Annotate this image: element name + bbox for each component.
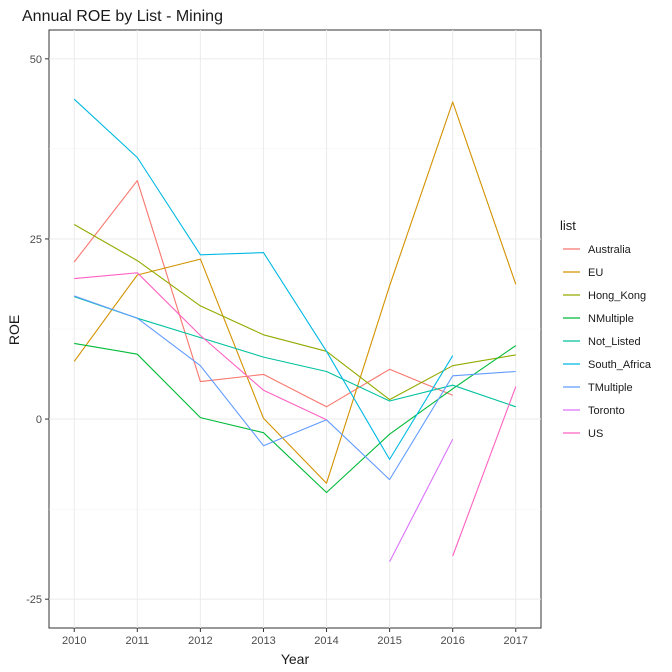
x-tick-label: 2014 — [314, 635, 338, 647]
legend-label-south-africa: South_Africa — [588, 359, 652, 371]
legend-label-tmultiple: TMultiple — [588, 382, 633, 394]
y-axis-title: ROE — [6, 315, 22, 345]
series-line-australia — [73, 180, 453, 408]
series-line-south-africa — [73, 98, 454, 460]
legend-label-australia: Australia — [588, 244, 632, 256]
legend-label-nmultiple: NMultiple — [588, 313, 634, 325]
legend-title: list — [560, 218, 576, 233]
y-tick-label: -25 — [26, 594, 42, 606]
series-line-hong-kong — [73, 224, 516, 401]
y-tick-label: 25 — [30, 234, 42, 246]
series-line-not-listed — [74, 296, 516, 408]
x-tick-label: 2017 — [504, 635, 528, 647]
x-tick-label: 2015 — [377, 635, 401, 647]
series-line-nmultiple — [74, 342, 517, 494]
grid-lines — [49, 30, 541, 628]
y-tick-label: 0 — [36, 414, 42, 426]
y-axis: -25 0 25 50 — [26, 54, 49, 606]
x-axis: 2010 2011 2012 2013 2014 2015 2016 2017 — [62, 628, 528, 647]
series-line-us — [74, 272, 517, 557]
series-line-tmultiple — [74, 295, 516, 481]
legend-label-toronto: Toronto — [588, 405, 625, 417]
series-lines — [73, 98, 517, 562]
chart-title: Annual ROE by List - Mining — [22, 8, 223, 25]
legend-label-eu: EU — [588, 267, 603, 279]
legend-label-hong-kong: Hong_Kong — [588, 290, 646, 302]
x-tick-label: 2013 — [251, 635, 275, 647]
x-tick-label: 2010 — [62, 635, 86, 647]
y-tick-label: 50 — [30, 54, 42, 66]
x-tick-label: 2012 — [188, 635, 212, 647]
x-tick-label: 2011 — [125, 635, 149, 647]
series-line-eu — [73, 101, 517, 484]
x-axis-title: Year — [281, 651, 310, 667]
legend-label-us: US — [588, 428, 603, 440]
legend-label-not-listed: Not_Listed — [588, 336, 641, 348]
series-line-toronto — [389, 438, 454, 562]
x-tick-label: 2016 — [440, 635, 464, 647]
legend: list Australia EU Hong_Kong NMultiple Not_Li… — [560, 218, 652, 440]
